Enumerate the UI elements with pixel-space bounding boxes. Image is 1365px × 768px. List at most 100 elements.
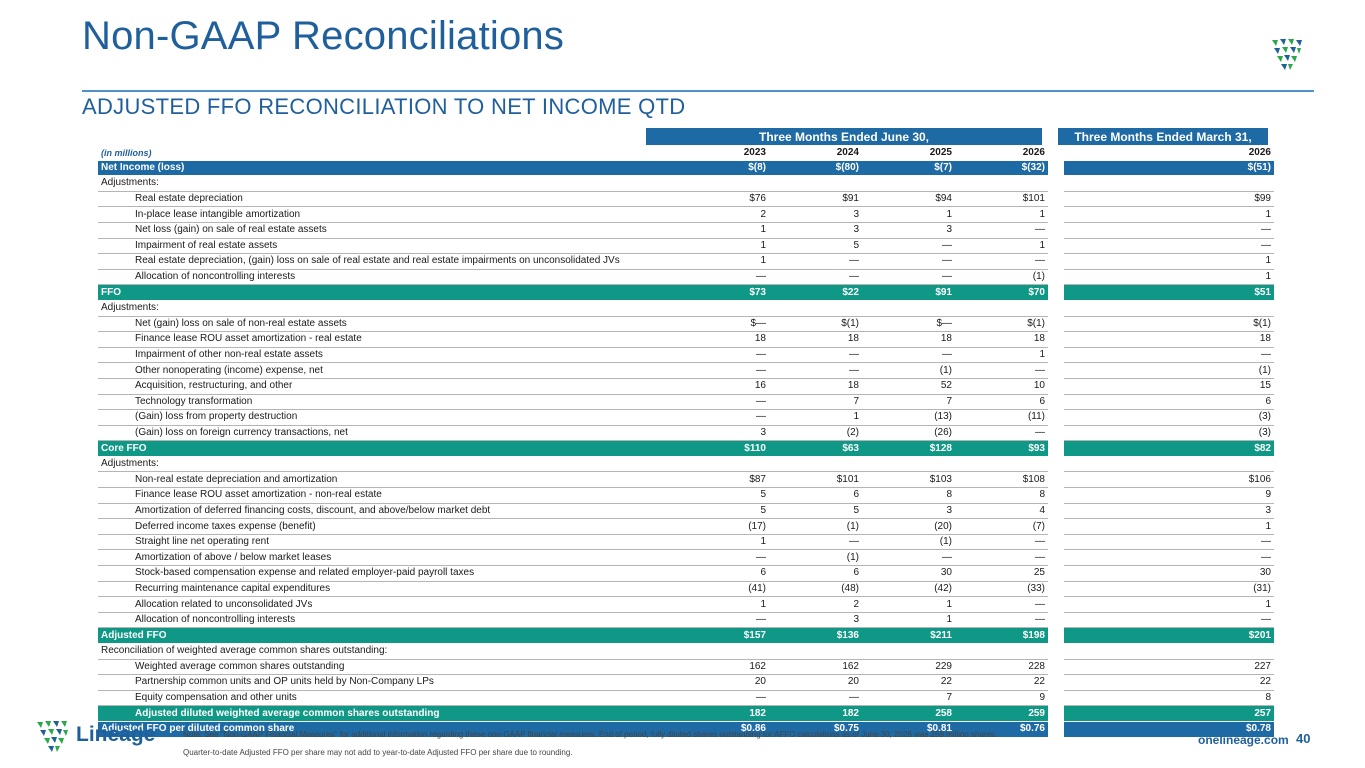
row-label: Amortization of deferred financing costs…: [98, 503, 676, 520]
row-value: (42): [862, 581, 955, 598]
column-gap: [1048, 300, 1064, 317]
column-gap: [1048, 378, 1064, 394]
row-value: [862, 300, 955, 317]
row-value: —: [955, 534, 1048, 551]
row-value: 6: [676, 565, 769, 582]
row-value: 182: [676, 705, 769, 722]
row-value: [862, 456, 955, 473]
row-label: Adjustments:: [98, 175, 676, 192]
column-gap: [1048, 146, 1064, 161]
row-value: 5: [676, 487, 769, 504]
units-label: (in millions): [101, 148, 152, 159]
table-row: Partnership common units and OP units he…: [98, 674, 1274, 691]
table-row: (Gain) loss from property destruction —1(…: [98, 409, 1274, 426]
row-label: Real estate depreciation: [98, 191, 676, 208]
row-value-march: 227: [1064, 659, 1274, 676]
row-value: 18: [676, 331, 769, 348]
row-value-march: 1: [1064, 518, 1274, 535]
row-value: 4: [955, 503, 1048, 520]
row-value: —: [676, 409, 769, 426]
row-value: 228: [955, 659, 1048, 676]
row-value: $76: [676, 191, 769, 208]
row-value: 1: [955, 238, 1048, 255]
column-gap: [1048, 503, 1064, 519]
table-row: (Gain) loss on foreign currency transact…: [98, 425, 1274, 442]
row-value: 1: [862, 612, 955, 629]
row-value: 16: [676, 378, 769, 395]
year-header: 2023: [743, 147, 766, 159]
row-value-march: [1064, 643, 1274, 660]
row-label: Adjusted FFO: [98, 627, 676, 644]
column-gap: [1048, 160, 1064, 176]
column-gap: [1048, 612, 1064, 628]
column-gap: [1048, 191, 1064, 207]
row-value-march: (3): [1064, 409, 1274, 426]
table-row: Net Income (loss) $(8) $(80) $(7) $(32) $(51): [98, 160, 1274, 177]
row-value: —: [676, 690, 769, 707]
row-value: $0.76: [955, 721, 1048, 738]
row-value: —: [955, 612, 1048, 629]
row-value: (11): [955, 409, 1048, 426]
table-row: Other nonoperating (income) expense, net…: [98, 362, 1274, 379]
row-value: 1: [676, 534, 769, 551]
column-gap: [1048, 440, 1064, 457]
table-row: Allocation related to unconsolidated JVs…: [98, 596, 1274, 613]
row-label: Allocation of noncontrolling interests: [98, 269, 676, 286]
website-link[interactable]: onelineage.com: [1198, 733, 1289, 747]
row-value: $—: [862, 316, 955, 333]
column-gap: [1048, 409, 1064, 426]
row-value-march: —: [1064, 534, 1274, 551]
row-value: (20): [862, 518, 955, 535]
row-value-march: —: [1064, 347, 1274, 364]
row-value: 1: [676, 222, 769, 239]
row-value: 6: [955, 394, 1048, 411]
row-value: [862, 643, 955, 660]
row-value: 5: [676, 503, 769, 520]
row-value: 8: [862, 487, 955, 504]
row-label: Adjusted FFO per diluted common share: [98, 721, 676, 738]
row-value: $(80): [769, 160, 862, 177]
table-row: Impairment of real estate assets 1 5—1—: [98, 238, 1274, 255]
column-gap: [1048, 269, 1064, 285]
row-value: —: [862, 347, 955, 364]
table-row: Weighted average common shares outstandi…: [98, 659, 1274, 676]
row-value: $87: [676, 471, 769, 489]
row-value: 22: [862, 674, 955, 691]
row-value: (1): [955, 269, 1048, 286]
row-value: [676, 175, 769, 192]
column-gap: [1048, 362, 1064, 379]
row-value: $73: [676, 284, 769, 301]
table-row: Real estate depreciation $76 $91 $94 $101 $99: [98, 191, 1274, 208]
title-divider: [82, 90, 1314, 92]
row-label: In-place lease intangible amortization: [98, 206, 676, 223]
row-value: [955, 175, 1048, 192]
column-gap: [1048, 347, 1064, 363]
row-label: Deferred income taxes expense (benefit): [98, 518, 676, 535]
row-value: $0.81: [862, 721, 955, 738]
row-label: Amortization of above / below market lea…: [98, 549, 676, 567]
column-gap: [1048, 253, 1064, 270]
row-value: —: [769, 534, 862, 551]
table-row: Straight line net operating rent 1— (1) — —: [98, 534, 1274, 551]
row-value: 3: [862, 503, 955, 520]
row-value: [769, 300, 862, 317]
row-value: [676, 456, 769, 473]
row-label: Weighted average common shares outstandi…: [98, 659, 676, 676]
row-label: Net (gain) loss on sale of non-real esta…: [98, 316, 676, 333]
row-value-march: [1064, 175, 1274, 192]
row-value: 30: [862, 565, 955, 582]
row-value-march: 6: [1064, 394, 1274, 411]
row-value: $94: [862, 191, 955, 208]
row-value: (41): [676, 581, 769, 598]
footnote: Quarter-to-date Adjusted FFO per share m…: [183, 748, 573, 757]
row-value: —: [955, 549, 1048, 567]
table-row: Adjusted FFO $157 $136 $211 $198 $201: [98, 627, 1274, 644]
row-value: —: [676, 347, 769, 364]
row-label: (Gain) loss on foreign currency transact…: [98, 425, 676, 442]
table-row: Net (gain) loss on sale of non-real esta…: [98, 316, 1274, 333]
column-gap: [1048, 238, 1064, 254]
row-value: —: [676, 549, 769, 567]
row-value: $0.86: [676, 721, 769, 738]
row-value: —: [676, 362, 769, 379]
section-subtitle: ADJUSTED FFO RECONCILIATION TO NET INCOM…: [82, 94, 686, 119]
